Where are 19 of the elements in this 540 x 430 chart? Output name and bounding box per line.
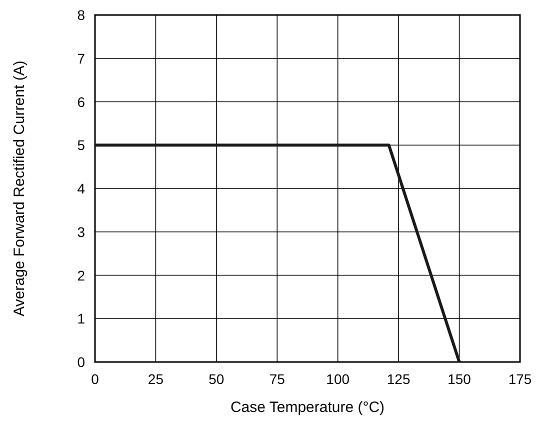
x-tick-label: 75 [269, 371, 286, 387]
x-tick-label: 0 [91, 371, 100, 387]
y-axis-title: Average Forward Rectified Current (A) [11, 60, 28, 316]
y-tick-label: 1 [77, 310, 86, 327]
x-tick-label: 175 [508, 371, 532, 387]
y-tick-label: 6 [77, 94, 86, 110]
y-tick-label: 0 [77, 354, 86, 370]
y-tick-label: 7 [77, 50, 86, 66]
x-tick-label: 150 [448, 371, 472, 387]
y-tick-label: 3 [77, 224, 86, 240]
x-axis-title: Case Temperature (°C) [230, 399, 385, 416]
y-tick-label: 4 [77, 180, 86, 196]
x-tick-label: 125 [386, 371, 410, 387]
y-tick-label: 5 [77, 137, 86, 154]
x-tick-label: 50 [208, 371, 224, 387]
y-tick-label: 2 [77, 267, 86, 284]
x-tick-label: 25 [148, 371, 164, 387]
y-tick-label: 8 [77, 7, 86, 23]
x-tick-label: 100 [326, 371, 350, 387]
